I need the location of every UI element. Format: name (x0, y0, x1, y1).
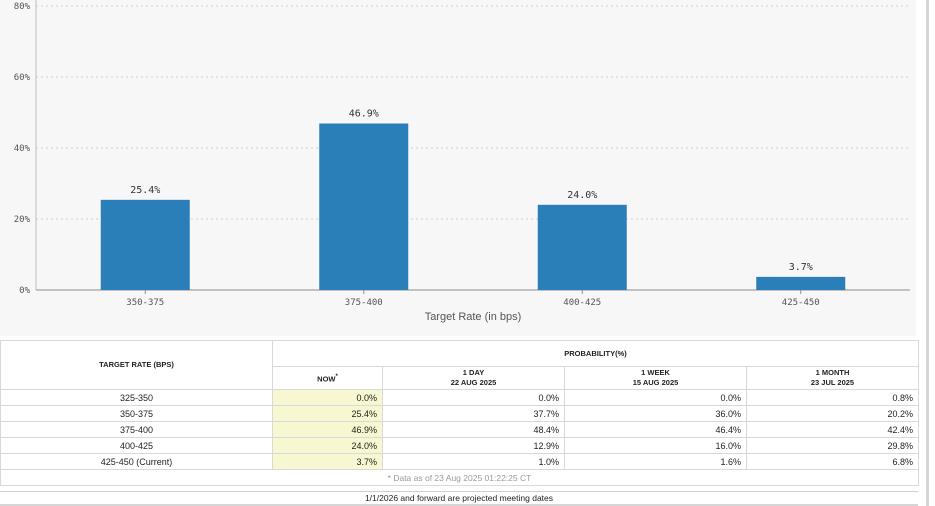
rate-cell: 350-375 (0, 405, 273, 422)
one-month-column-header: 1 MONTH 23 JUL 2025 (746, 366, 919, 390)
probability-table: TARGET RATE (BPS) PROBABILITY(%) NOW* 1 … (0, 340, 919, 486)
data-label: 46.9% (349, 109, 379, 120)
x-tick-label: 425-450 (782, 298, 820, 308)
now-cell: 3.7% (272, 453, 383, 470)
table-header-row: TARGET RATE (BPS) PROBABILITY(%) (0, 340, 919, 390)
now-cell: 46.9% (272, 421, 383, 438)
rate-cell: 375-400 (0, 421, 273, 438)
table-row: 350-375 25.4% 37.7% 36.0% 20.2% (0, 405, 919, 422)
probability-bar-chart: 0% 20% 40% 60% 80% 25.4% 350-375 46.9% 375-400 24… (14, 0, 910, 323)
x-tick-label: 350-375 (126, 298, 164, 308)
one-month-cell: 6.8% (746, 453, 919, 470)
one-day-cell: 12.9% (382, 437, 565, 454)
one-month-cell: 0.8% (746, 389, 919, 406)
table-row: 400-425 24.0% 12.9% 16.0% 29.8% (0, 437, 919, 454)
y-tick-label: 80% (14, 2, 31, 12)
table-row: 425-450 (Current) 3.7% 1.0% 1.6% 6.8% (0, 453, 919, 470)
bar (756, 276, 846, 290)
probability-column-header: PROBABILITY(%) (272, 340, 919, 367)
one-week-cell: 1.6% (564, 453, 747, 470)
one-week-cell: 46.4% (564, 421, 747, 438)
rate-column-header: TARGET RATE (BPS) (0, 340, 273, 390)
x-axis-title: Target Rate (in bps) (425, 311, 522, 323)
y-tick-label: 20% (14, 215, 31, 225)
bar (537, 204, 627, 290)
chart-area: 0% 20% 40% 60% 80% 25.4% 350-375 46.9% 375-400 24… (13, 0, 910, 323)
one-month-cell: 20.2% (746, 405, 919, 422)
projected-dates-note: 1/1/2026 and forward are projected meeti… (0, 491, 918, 503)
now-column-header: NOW* (272, 366, 383, 390)
divider (0, 504, 918, 506)
x-tick-label: 375-400 (345, 298, 383, 308)
table-row: 325-350 0.0% 0.0% 0.0% 0.8% (0, 389, 919, 406)
one-day-cell: 1.0% (382, 453, 565, 470)
now-cell: 0.0% (272, 389, 383, 406)
right-scroll-strip[interactable] (916, 0, 935, 506)
one-week-cell: 0.0% (564, 389, 747, 406)
data-timestamp-note: * Data as of 23 Aug 2025 01:22:25 CT (0, 469, 919, 486)
now-cell: 24.0% (272, 437, 383, 454)
data-label: 3.7% (789, 262, 813, 273)
period-header-row: NOW* 1 DAY 22 AUG 2025 1 WEEK 15 AUG 2025 … (1, 366, 919, 390)
table-row: 375-400 46.9% 48.4% 46.4% 42.4% (0, 421, 919, 438)
rate-cell: 325-350 (0, 389, 273, 406)
bar (319, 123, 409, 290)
one-day-cell: 48.4% (382, 421, 565, 438)
one-day-column-header: 1 DAY 22 AUG 2025 (382, 366, 565, 390)
data-label: 24.0% (567, 190, 597, 201)
one-day-cell: 0.0% (382, 389, 565, 406)
one-month-cell: 29.8% (746, 437, 919, 454)
one-week-cell: 36.0% (564, 405, 747, 422)
y-tick-label: 60% (14, 73, 31, 83)
y-tick-label: 40% (14, 144, 31, 154)
rate-cell: 400-425 (0, 437, 273, 454)
data-note-row: * Data as of 23 Aug 2025 01:22:25 CT (0, 469, 919, 486)
scrollbar-track[interactable] (926, 0, 929, 506)
bar (100, 199, 190, 290)
one-month-cell: 42.4% (746, 421, 919, 438)
rate-cell: 425-450 (Current) (0, 453, 273, 470)
x-tick-label: 400-425 (563, 298, 601, 308)
now-cell: 25.4% (272, 405, 383, 422)
one-day-cell: 37.7% (382, 405, 565, 422)
y-tick-label: 0% (19, 286, 30, 296)
one-week-cell: 16.0% (564, 437, 747, 454)
one-week-column-header: 1 WEEK 15 AUG 2025 (564, 366, 747, 390)
data-label: 25.4% (130, 185, 160, 196)
